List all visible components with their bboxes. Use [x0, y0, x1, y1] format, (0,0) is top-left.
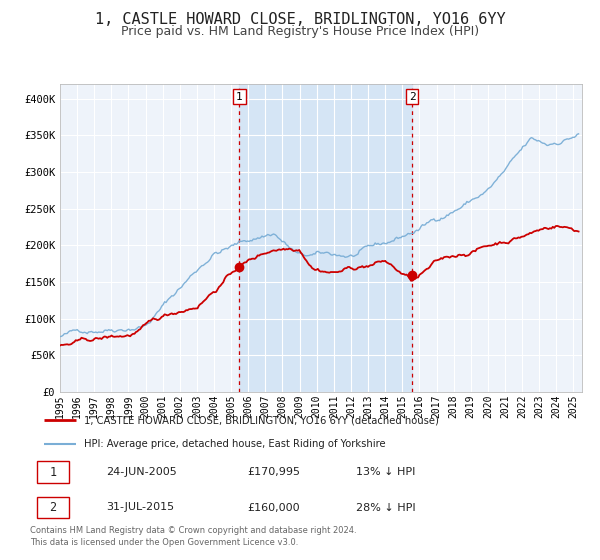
Text: Contains HM Land Registry data © Crown copyright and database right 2024.: Contains HM Land Registry data © Crown c… — [30, 526, 356, 535]
FancyBboxPatch shape — [37, 461, 69, 483]
Text: 1: 1 — [49, 465, 56, 479]
Text: 13% ↓ HPI: 13% ↓ HPI — [356, 467, 415, 477]
Bar — [239, 84, 412, 392]
Text: 24-JUN-2005: 24-JUN-2005 — [106, 467, 177, 477]
Text: 2: 2 — [49, 501, 56, 514]
Text: 1, CASTLE HOWARD CLOSE, BRIDLINGTON, YO16 6YY (detached house): 1, CASTLE HOWARD CLOSE, BRIDLINGTON, YO1… — [85, 415, 439, 425]
Text: HPI: Average price, detached house, East Riding of Yorkshire: HPI: Average price, detached house, East… — [85, 439, 386, 449]
Text: Price paid vs. HM Land Registry's House Price Index (HPI): Price paid vs. HM Land Registry's House … — [121, 25, 479, 38]
Text: 2: 2 — [409, 92, 416, 102]
Text: 28% ↓ HPI: 28% ↓ HPI — [356, 502, 415, 512]
Text: This data is licensed under the Open Government Licence v3.0.: This data is licensed under the Open Gov… — [30, 538, 298, 547]
Text: £170,995: £170,995 — [247, 467, 300, 477]
Text: 1: 1 — [236, 92, 243, 102]
Text: £160,000: £160,000 — [247, 502, 300, 512]
FancyBboxPatch shape — [37, 497, 69, 519]
Text: 31-JUL-2015: 31-JUL-2015 — [106, 502, 174, 512]
Text: 1, CASTLE HOWARD CLOSE, BRIDLINGTON, YO16 6YY: 1, CASTLE HOWARD CLOSE, BRIDLINGTON, YO1… — [95, 12, 505, 27]
